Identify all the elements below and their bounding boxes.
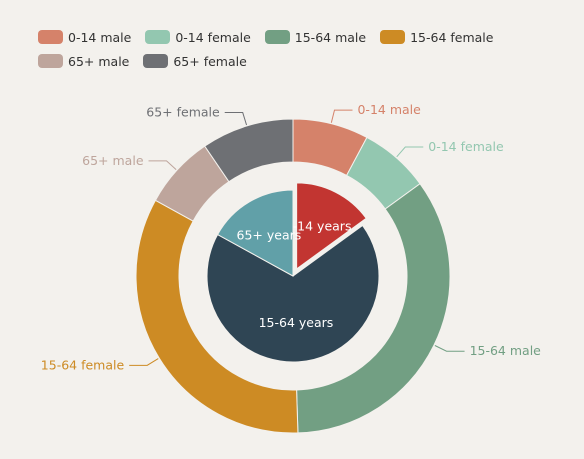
legend-swatch [38,30,63,44]
legend-item-15-64-male[interactable]: 15-64 male [264,28,367,46]
legend-label: 15-64 male [294,29,367,45]
legend-item-15-64-female[interactable]: 15-64 female [380,28,493,46]
legend-item-0-14-female[interactable]: 0-14 female [145,28,251,46]
chart-legend: 0-14 male 0-14 female 15-64 male 15-64 f… [38,28,578,70]
ring-label-0-14-female: 0-14 female [428,139,504,154]
legend-label: 0-14 male [68,29,132,45]
legend-label: 65+ female [173,53,247,69]
pie-label-0-14-years: 0-14 years [285,219,352,234]
legend-item-65-female[interactable]: 65+ female [143,52,247,70]
pie-slice-15-64-years[interactable] [206,224,380,363]
leader-line [148,160,177,171]
ring-label-0-14-male: 0-14 male [357,102,421,117]
pie-slice-65-years[interactable] [216,189,294,277]
ring-slice-15-64-male[interactable] [296,183,451,434]
ring-label-65-female: 65+ female [146,105,220,120]
ring-slice-65-female[interactable] [204,118,294,183]
ring-label-15-64-male: 15-64 male [470,343,542,358]
leader-line [434,345,465,352]
pie-slice-0-14-years[interactable] [296,182,367,270]
pie-label-65-years: 65+ years [237,227,302,242]
leader-line [224,112,248,126]
pie-label-15-64-years: 15-64 years [259,315,334,330]
legend-swatch [145,30,171,44]
legend-swatch [143,54,169,68]
legend-swatch [264,30,290,44]
leader-line [396,146,424,158]
leader-line [129,358,159,366]
ring-label-65-male: 65+ male [82,153,144,168]
legend-swatch [38,54,63,68]
legend-item-65-male[interactable]: 65+ male [38,52,129,70]
ring-label-15-64-female: 15-64 female [41,357,125,372]
legend-label: 0-14 female [175,29,251,45]
legend-label: 15-64 female [410,29,494,45]
ring-slice-15-64-female[interactable] [135,199,299,434]
legend-swatch [380,30,406,44]
legend-item-0-14-male[interactable]: 0-14 male [38,28,131,46]
legend-label: 65+ male [68,53,130,69]
leader-line [330,109,353,123]
